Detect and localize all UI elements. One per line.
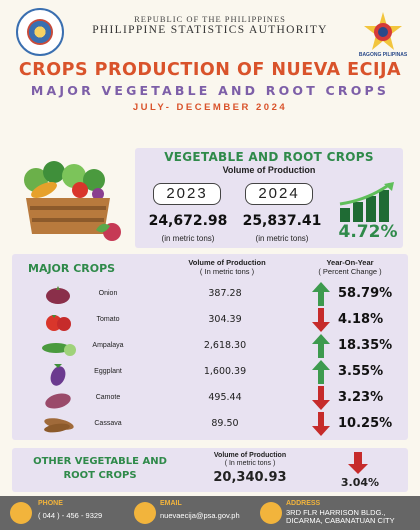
column-header-volume-unit: ( In metric tons ): [199, 267, 255, 276]
footer: [0, 496, 420, 530]
crop-name: Camote: [95, 394, 121, 401]
other-crops-panel: [12, 448, 408, 492]
crop-change: 3.23%: [338, 390, 384, 405]
crop-name: Tomato: [96, 316, 120, 323]
volume-2023: 24,672.98: [148, 213, 228, 229]
onion-icon: [46, 286, 70, 304]
crop-name: Onion: [98, 290, 118, 297]
down-arrow-icon: [348, 452, 368, 474]
eggplant-icon: [50, 364, 66, 386]
crop-change: 10.25%: [338, 416, 393, 431]
down-arrow-icon: [312, 412, 330, 436]
crop-name: Eggplant: [94, 368, 122, 375]
column-header-volume: Volume of Production: [188, 258, 266, 267]
page-subtitle: MAJOR VEGETABLE AND ROOT CROPS: [30, 83, 390, 98]
major-crops-title: MAJOR CROPS: [28, 262, 116, 275]
address-line2: DICARMA, CABANATUAN CITY: [286, 516, 395, 525]
ampalaya-icon: [42, 343, 76, 356]
down-arrow-icon: [312, 386, 330, 410]
volume-label: Volume of Production: [222, 165, 316, 175]
cassava-icon: [44, 418, 74, 433]
address-icon: [260, 502, 282, 524]
crop-volume: 2,618.30: [203, 340, 247, 351]
crop-volume: 387.28: [208, 288, 242, 299]
email-icon: [134, 502, 156, 524]
up-arrow-icon: [312, 282, 330, 306]
bagong-pilipinas-logo: [364, 12, 402, 50]
major-crops-panel: [12, 254, 408, 440]
crop-volume: 89.50: [211, 418, 239, 429]
up-arrow-icon: [312, 360, 330, 384]
crop-change: 4.18%: [338, 312, 384, 327]
address-line1: 3RD FLR HARRISON BLDG.,: [286, 508, 386, 517]
phone-number[interactable]: ( 044 ) - 456 - 9329: [38, 511, 103, 520]
email-label: EMAIL: [160, 500, 182, 507]
growth-bars-icon: [339, 182, 394, 222]
page-title: CROPS PRODUCTION OF NUEVA ECIJA: [18, 60, 402, 80]
other-volume-value: 20,340.93: [213, 470, 287, 485]
crop-name: Cassava: [94, 420, 122, 427]
camote-icon: [45, 393, 71, 409]
unit-2024: (in metric tons): [255, 234, 309, 243]
growth-rate: 4.72%: [338, 222, 398, 242]
crop-change: 58.79%: [338, 286, 393, 301]
other-change: 3.04%: [340, 476, 380, 489]
email-address[interactable]: nuevaecija@psa.gov.ph: [160, 511, 240, 520]
bagong-pilipinas-label: BAGONG PILIPINAS: [358, 52, 408, 58]
crop-volume: 304.39: [208, 314, 242, 325]
reference-period: JULY- DECEMBER 2024: [132, 102, 288, 113]
crop-change: 3.55%: [338, 364, 384, 379]
down-arrow-icon: [312, 308, 330, 332]
crop-volume: 1,600.39: [203, 366, 247, 377]
volume-2024: 25,837.41: [242, 213, 322, 229]
phone-label: PHONE: [38, 500, 63, 507]
column-header-yoy: Year-On-Year: [326, 258, 374, 267]
year-2023-label: 2023: [153, 183, 221, 205]
crop-change: 18.35%: [338, 338, 393, 353]
unit-2023: (in metric tons): [161, 234, 215, 243]
psa-seal-logo: [16, 8, 64, 56]
agency-name: PHILIPPINE STATISTICS AUTHORITY: [92, 24, 328, 36]
up-arrow-icon: [312, 334, 330, 358]
summary-title: VEGETABLE AND ROOT CROPS: [164, 150, 374, 164]
other-volume-unit: ( In metric tons ): [224, 460, 276, 467]
tomato-icon: [46, 315, 71, 331]
republic-label: REPUBLIC OF THE PHILIPPINES: [134, 14, 286, 24]
year-2024-label: 2024: [245, 183, 313, 205]
other-volume-label: Volume of Production: [213, 452, 287, 459]
vegetable-basket-illustration: [24, 161, 121, 241]
phone-icon: [10, 502, 32, 524]
address-label: ADDRESS: [286, 500, 321, 507]
column-header-yoy-unit: ( Percent Change ): [318, 267, 382, 276]
crop-name: Ampalaya: [92, 342, 124, 349]
other-crops-title: OTHER VEGETABLE AND ROOT CROPS: [33, 456, 167, 481]
crop-volume: 495.44: [208, 392, 242, 403]
